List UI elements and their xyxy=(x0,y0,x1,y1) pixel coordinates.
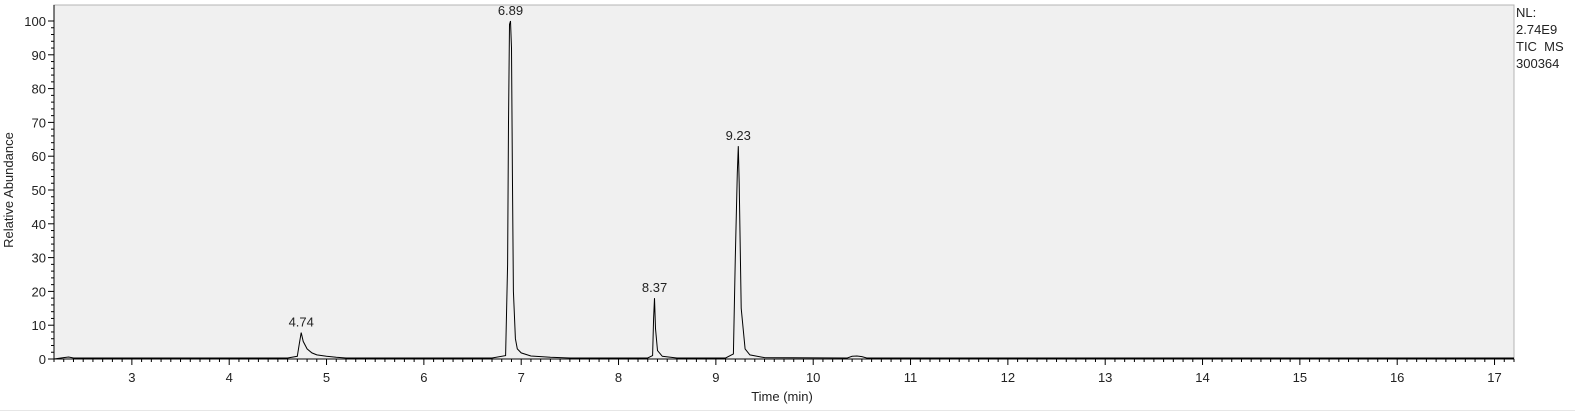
x-tick-label: 3 xyxy=(128,370,135,385)
file-id: 300364 xyxy=(1516,56,1560,71)
scan-type: TIC MS xyxy=(1516,39,1564,54)
nl-label: NL: xyxy=(1516,5,1537,20)
tic-trace-line xyxy=(53,20,1514,360)
x-tick-label: 16 xyxy=(1390,370,1404,385)
y-tick-label: 30 xyxy=(32,251,46,266)
x-tick-label: 11 xyxy=(904,370,918,385)
peak-label: 9.23 xyxy=(726,128,751,143)
y-tick-label: 100 xyxy=(24,14,46,29)
x-tick-label: 15 xyxy=(1293,370,1307,385)
peak-label: 6.89 xyxy=(498,3,523,18)
y-tick-label: 60 xyxy=(32,149,46,164)
normalization-info: NL: 2.74E9 TIC MS 300364 xyxy=(1516,4,1564,72)
y-tick-label: 80 xyxy=(32,82,46,97)
x-tick-label: 8 xyxy=(615,370,622,385)
peak-label: 4.74 xyxy=(289,315,314,330)
x-tick-label: 17 xyxy=(1487,370,1501,385)
x-tick-label: 13 xyxy=(1098,370,1112,385)
y-axis: 0 10 20 30 40 50 60 70 80 90 100 xyxy=(24,5,55,367)
x-tick-label: 4 xyxy=(226,370,233,385)
x-tick-label: 14 xyxy=(1195,370,1209,385)
y-tick-label: 0 xyxy=(39,352,46,367)
x-tick-label: 9 xyxy=(712,370,719,385)
y-tick-label: 40 xyxy=(32,217,46,232)
plot-area xyxy=(53,4,1515,360)
x-tick-label: 6 xyxy=(420,370,427,385)
y-tick-label: 70 xyxy=(32,115,46,130)
x-axis-title: Time (min) xyxy=(751,389,813,404)
peak-label: 8.37 xyxy=(642,280,667,295)
x-tick-label: 7 xyxy=(518,370,525,385)
nl-value: 2.74E9 xyxy=(1516,22,1558,37)
y-tick-label: 20 xyxy=(32,284,46,299)
y-tick-label: 90 xyxy=(32,48,46,63)
y-axis-title: Relative Abundance xyxy=(1,132,16,248)
x-axis: 3 4 5 6 7 8 9 10 11 12 13 14 15 16 17 xyxy=(53,358,1515,385)
bottom-divider xyxy=(0,410,1575,411)
x-tick-label: 5 xyxy=(323,370,330,385)
x-tick-label: 12 xyxy=(1001,370,1015,385)
y-tick-label: 50 xyxy=(32,183,46,198)
peak-labels: 4.74 6.89 8.37 9.23 xyxy=(289,3,751,330)
y-tick-label: 10 xyxy=(32,318,46,333)
x-tick-label: 10 xyxy=(806,370,820,385)
